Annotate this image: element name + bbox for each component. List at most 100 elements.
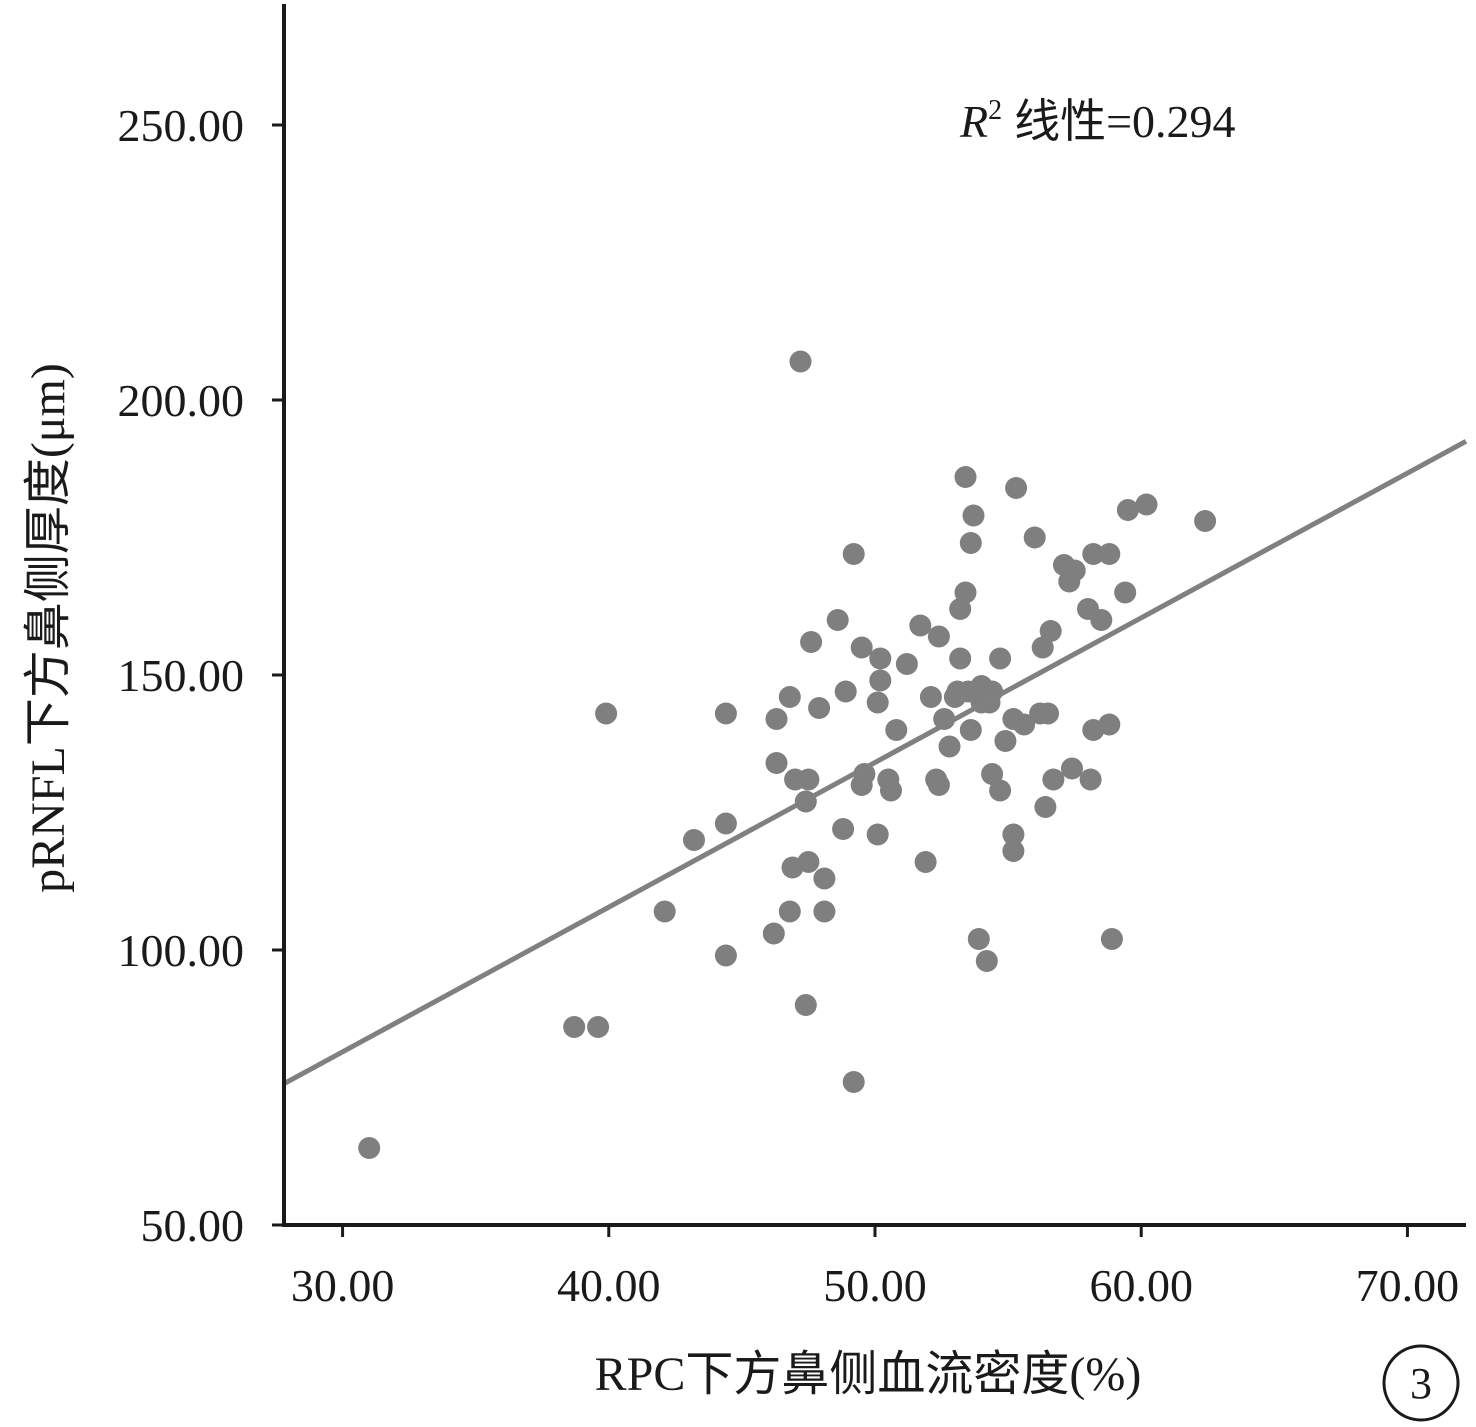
r-symbol: R	[959, 96, 988, 147]
data-point	[1063, 559, 1086, 582]
data-point	[927, 774, 950, 796]
data-point	[587, 1016, 610, 1038]
r-squared-annotation: R2 线性=0.294	[959, 95, 1236, 147]
data-point	[967, 928, 990, 950]
y-tick-label: 50.00	[141, 1200, 245, 1251]
data-point	[866, 823, 889, 846]
data-point	[1135, 493, 1158, 516]
data-point	[797, 768, 820, 791]
data-point	[832, 818, 855, 840]
data-point	[885, 719, 908, 741]
data-point	[778, 686, 801, 708]
data-point	[962, 504, 985, 527]
data-point	[563, 1016, 586, 1038]
data-point	[1116, 499, 1139, 521]
data-point	[765, 752, 788, 774]
data-point	[1037, 702, 1059, 725]
data-point	[975, 950, 998, 972]
data-point	[842, 543, 865, 565]
data-point	[1079, 768, 1102, 791]
data-point	[1098, 543, 1121, 565]
data-point	[714, 944, 737, 967]
data-point	[826, 609, 849, 631]
data-point	[1031, 636, 1054, 659]
data-point	[1082, 543, 1105, 565]
data-point	[789, 350, 812, 373]
data-point	[869, 647, 892, 670]
data-point	[959, 719, 982, 741]
trend-line	[282, 439, 1468, 1086]
data-point	[1098, 713, 1121, 736]
data-point	[994, 730, 1017, 752]
data-point	[1061, 757, 1083, 780]
data-point	[850, 636, 873, 659]
data-point	[949, 647, 972, 670]
data-point	[869, 669, 892, 692]
data-point	[762, 922, 785, 945]
data-point	[778, 900, 801, 923]
data-point	[1013, 713, 1036, 736]
x-tick-label: 40.00	[557, 1260, 661, 1311]
data-point	[1002, 840, 1025, 862]
panel-label-circle	[1382, 1344, 1460, 1422]
panel-label-text: 3	[1410, 1359, 1432, 1408]
data-point	[1100, 928, 1123, 950]
data-point	[938, 735, 961, 758]
data-point	[1042, 768, 1065, 791]
data-point	[919, 686, 942, 708]
y-axis-title: pRNFL下方鼻侧厚度(μm)	[22, 363, 75, 893]
data-point	[959, 532, 982, 554]
data-point	[714, 702, 737, 725]
data-point	[914, 851, 937, 873]
data-point	[927, 625, 950, 648]
x-tick-label: 50.00	[823, 1260, 927, 1311]
annotation-text: 线性=0.294	[1014, 96, 1235, 147]
data-point	[866, 691, 889, 714]
data-point	[1114, 581, 1137, 604]
x-tick-label: 30.00	[291, 1260, 395, 1311]
data-point	[1002, 823, 1025, 846]
data-point	[1034, 796, 1057, 818]
data-point	[683, 829, 705, 851]
x-tick-label: 60.00	[1089, 1260, 1193, 1311]
y-tick-label: 100.00	[118, 925, 245, 976]
data-point	[797, 851, 820, 873]
data-point	[842, 1071, 865, 1093]
data-point	[981, 763, 1004, 785]
data-point	[1039, 620, 1062, 642]
data-point	[880, 779, 902, 802]
data-point	[1090, 609, 1113, 631]
axes	[282, 4, 1466, 1227]
data-point	[808, 697, 831, 719]
x-tick-label: 70.00	[1356, 1260, 1460, 1311]
r-superscript: 2	[988, 95, 1002, 126]
data-point	[895, 653, 918, 675]
panel-label: 3	[1382, 1344, 1460, 1422]
data-point	[595, 702, 618, 725]
data-point	[989, 779, 1012, 802]
data-point	[794, 994, 817, 1016]
data-point	[954, 581, 977, 604]
data-point	[949, 598, 972, 620]
plot-area	[282, 350, 1468, 1159]
data-point	[1023, 526, 1046, 549]
data-point	[1005, 477, 1028, 499]
y-tick-label: 250.00	[118, 100, 245, 151]
ticks: 30.00 40.00 50.00 60.00 70.00 50.00 100.00 150.…	[118, 100, 1460, 1311]
data-point	[765, 708, 788, 730]
y-tick-label: 150.00	[118, 650, 245, 701]
data-point	[834, 680, 857, 703]
data-point	[1194, 510, 1217, 532]
data-point	[358, 1137, 381, 1159]
data-point	[653, 900, 676, 923]
data-point	[813, 867, 836, 890]
data-point	[800, 631, 823, 653]
data-point	[813, 900, 836, 923]
x-axis-title: RPC下方鼻侧血流密度(%)	[595, 1348, 1142, 1401]
data-point	[954, 466, 977, 488]
data-point	[989, 647, 1012, 670]
y-tick-label: 200.00	[118, 375, 245, 426]
data-point	[909, 614, 932, 637]
data-point	[714, 812, 737, 835]
